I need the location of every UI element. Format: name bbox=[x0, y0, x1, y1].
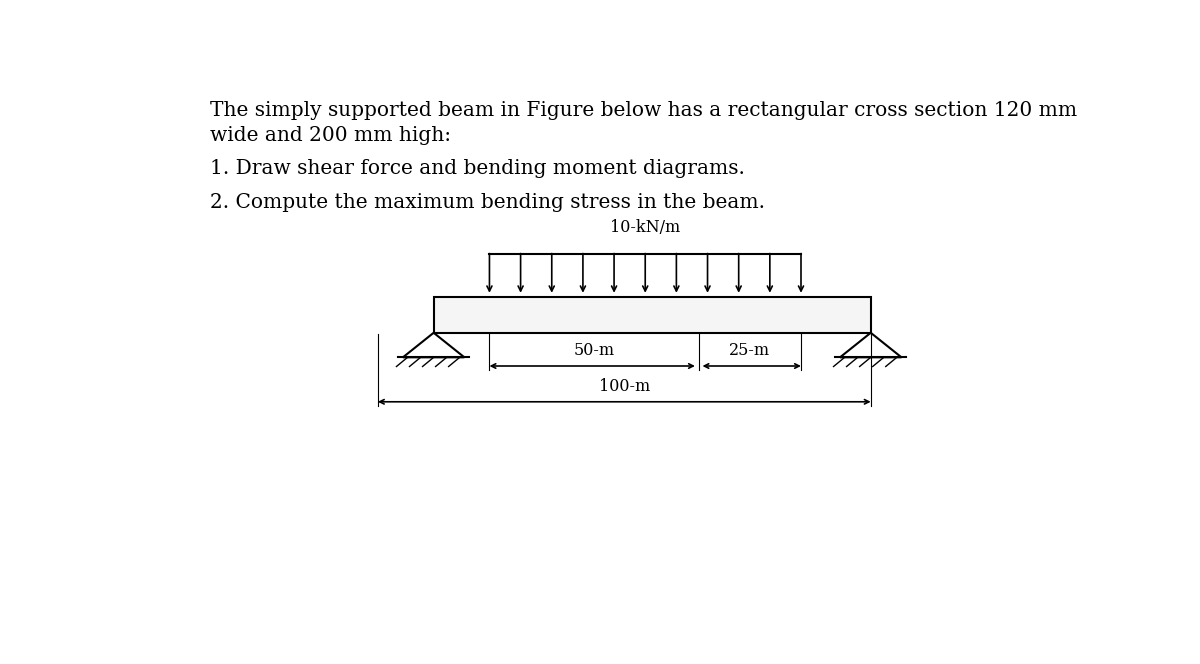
Text: 2. Compute the maximum bending stress in the beam.: 2. Compute the maximum bending stress in… bbox=[210, 193, 766, 212]
Text: 1. Draw shear force and bending moment diagrams.: 1. Draw shear force and bending moment d… bbox=[210, 159, 745, 178]
Text: 10-kN/m: 10-kN/m bbox=[610, 218, 680, 236]
Text: The simply supported beam in Figure below has a rectangular cross section 120 mm: The simply supported beam in Figure belo… bbox=[210, 101, 1078, 120]
Text: 50-m: 50-m bbox=[574, 342, 614, 359]
Polygon shape bbox=[433, 297, 871, 333]
Text: 100-m: 100-m bbox=[599, 378, 650, 394]
Text: 25-m: 25-m bbox=[730, 342, 770, 359]
Text: wide and 200 mm high:: wide and 200 mm high: bbox=[210, 125, 451, 145]
